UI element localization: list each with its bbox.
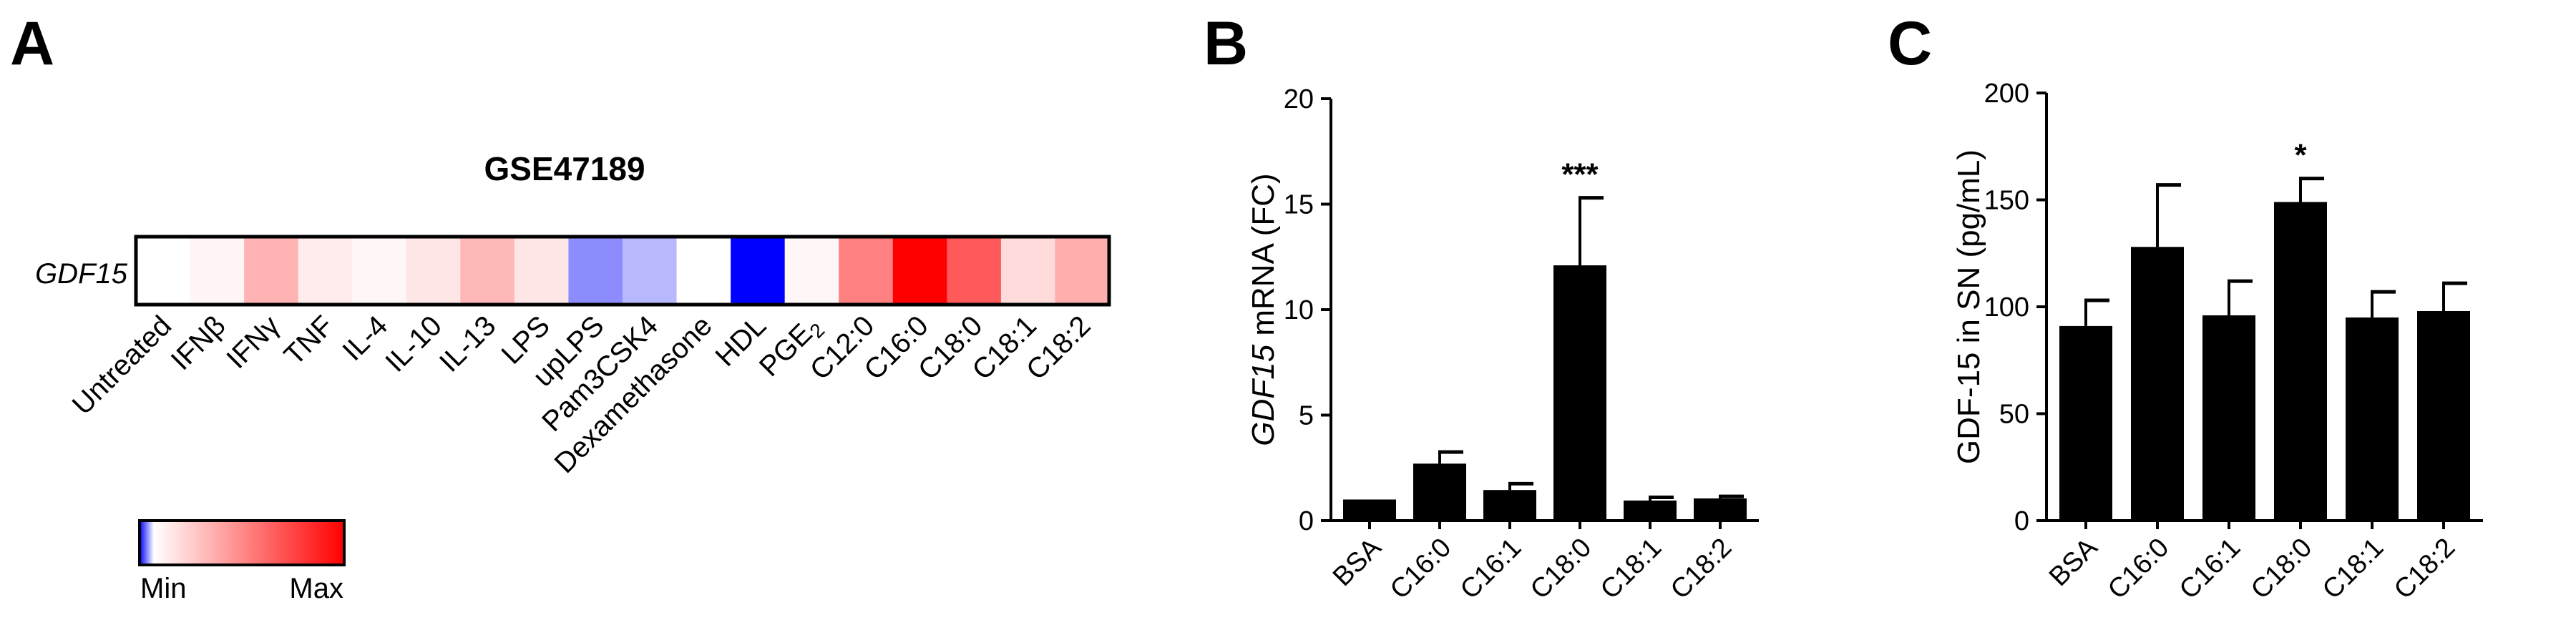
bar bbox=[2274, 202, 2327, 521]
heatmap-cell bbox=[1000, 237, 1055, 305]
bar bbox=[1483, 490, 1536, 521]
heatmap-column-label: Untreated bbox=[67, 310, 177, 420]
heatmap-cell bbox=[947, 237, 1002, 305]
x-tick-label: C18:2 bbox=[2389, 533, 2461, 605]
significance-label: * bbox=[2294, 138, 2307, 173]
x-tick-label: BSA bbox=[2044, 532, 2104, 592]
x-tick-label: C18:0 bbox=[1525, 533, 1597, 605]
heatmap-cell bbox=[298, 237, 353, 305]
x-tick-label: C18:1 bbox=[1595, 533, 1667, 605]
bar bbox=[1624, 500, 1677, 521]
heatmap-border bbox=[134, 235, 1111, 307]
bar bbox=[2346, 317, 2399, 521]
heatmap-column-label: C18:2 bbox=[1020, 310, 1097, 386]
x-tick-label: C18:1 bbox=[2317, 533, 2389, 605]
heatmap-column-label: IL-13 bbox=[434, 310, 502, 378]
heatmap-cell bbox=[136, 237, 191, 305]
panel-a-letter: A bbox=[10, 9, 54, 78]
heatmap-title: GSE47189 bbox=[484, 150, 645, 187]
heatmap-cell bbox=[514, 237, 569, 305]
x-tick-label: C16:1 bbox=[1455, 533, 1527, 605]
heatmap-panel: GSE47189 GDF15 UntreatedIFNβIFNγTNFIL-4I… bbox=[35, 150, 1111, 604]
bar bbox=[1413, 463, 1466, 521]
heatmap-column-label: TNF bbox=[278, 310, 340, 371]
heatmap-cell bbox=[190, 237, 245, 305]
y-tick-label: 20 bbox=[1284, 84, 1314, 114]
x-tick-label: C16:0 bbox=[1385, 533, 1457, 605]
y-tick-label: 100 bbox=[1984, 292, 2029, 323]
bar bbox=[1343, 499, 1396, 521]
y-axis-label: GDF-15 in SN (pg/mL) bbox=[1951, 149, 1986, 464]
heatmap-cell bbox=[244, 237, 299, 305]
heatmap-column-labels: UntreatedIFNβIFNγTNFIL-4IL-10IL-13LPSupL… bbox=[67, 310, 1097, 479]
heatmap-cell bbox=[352, 237, 407, 305]
bar bbox=[1553, 265, 1606, 521]
colorbar-min-label: Min bbox=[140, 573, 186, 604]
colorbar-max-label: Max bbox=[289, 573, 343, 604]
heatmap-cell bbox=[892, 237, 947, 305]
heatmap-cell bbox=[1055, 237, 1110, 305]
bar bbox=[2131, 247, 2184, 521]
heatmap-column-label: IFNγ bbox=[220, 310, 286, 375]
heatmap-cell bbox=[406, 237, 461, 305]
y-tick-label: 10 bbox=[1284, 295, 1314, 325]
bar bbox=[1694, 498, 1747, 521]
panel-c-letter: C bbox=[1888, 9, 1932, 78]
y-tick-label: 0 bbox=[2014, 506, 2029, 536]
heatmap-cell bbox=[568, 237, 623, 305]
heatmap-cell bbox=[676, 237, 731, 305]
y-tick-label: 200 bbox=[1984, 79, 2029, 109]
x-tick-label: C16:0 bbox=[2102, 533, 2175, 605]
significance-label: *** bbox=[1561, 157, 1599, 192]
bar bbox=[2059, 325, 2112, 521]
bar bbox=[2417, 310, 2470, 521]
heatmap-row-label: GDF15 bbox=[35, 258, 128, 290]
y-tick-label: 0 bbox=[1299, 506, 1314, 536]
heatmap-cell bbox=[731, 237, 786, 305]
y-tick-label: 150 bbox=[1984, 186, 2029, 216]
y-tick-label: 50 bbox=[1999, 400, 2029, 430]
heatmap-cell bbox=[784, 237, 839, 305]
colorbar bbox=[138, 519, 346, 566]
y-tick-label: 15 bbox=[1284, 190, 1314, 220]
heatmap-cell bbox=[623, 237, 678, 305]
bar bbox=[2202, 315, 2255, 521]
x-tick-label: BSA bbox=[1327, 532, 1387, 592]
y-axis-label: GDF15 mRNA (FC) bbox=[1246, 173, 1281, 446]
y-tick-label: 5 bbox=[1299, 401, 1314, 431]
x-tick-label: C18:0 bbox=[2245, 533, 2318, 605]
heatmap-column-label: IFNβ bbox=[165, 310, 232, 376]
panel-b-letter: B bbox=[1204, 9, 1248, 78]
heatmap-cells bbox=[136, 237, 1110, 305]
heatmap-column-label: IL-10 bbox=[379, 310, 448, 378]
heatmap-cell bbox=[460, 237, 515, 305]
x-tick-label: C16:1 bbox=[2174, 533, 2246, 605]
x-tick-label: C18:2 bbox=[1665, 533, 1737, 605]
heatmap-cell bbox=[839, 237, 894, 305]
